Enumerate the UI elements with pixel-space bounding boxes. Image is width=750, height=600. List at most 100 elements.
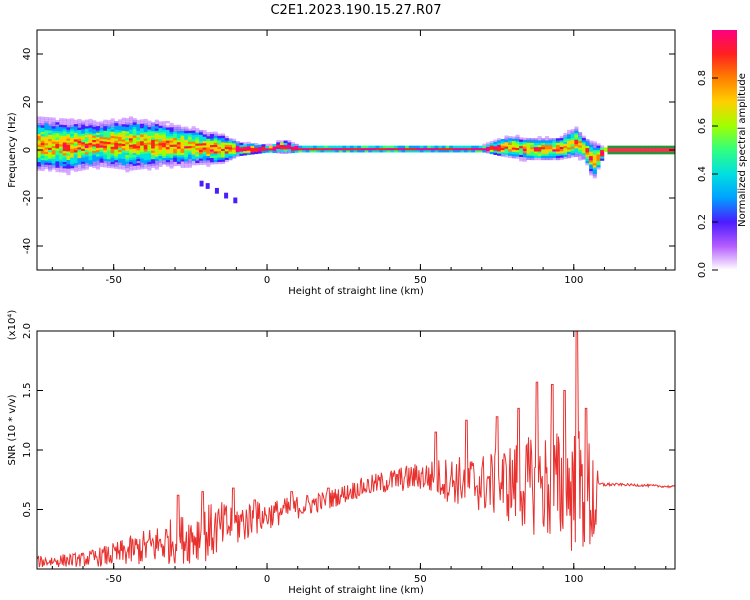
heatmap-cell: [173, 144, 178, 147]
heatmap-cell: [567, 144, 572, 148]
heatmap-cell: [77, 127, 82, 131]
heatmap-cell: [232, 151, 237, 155]
heatmap-cell: [92, 135, 97, 138]
heatmap-cell: [48, 134, 53, 138]
heatmap-cell: [287, 148, 292, 152]
heatmap-cell: [408, 150, 413, 153]
heatmap-cell: [151, 154, 156, 158]
heatmap-cell: [158, 147, 163, 150]
heatmap-cell: [70, 131, 75, 134]
heatmap-cell: [246, 143, 251, 147]
heatmap-cell: [88, 136, 93, 139]
heatmap-cell: [279, 149, 285, 152]
heatmap-cell: [555, 153, 561, 156]
heatmap-cell: [368, 145, 373, 149]
heatmap-cell: [143, 155, 148, 159]
heatmap-cell: [589, 144, 594, 148]
heatmap-cell: [140, 121, 145, 124]
heatmap-cell: [140, 132, 145, 135]
heatmap-cell: [162, 136, 167, 139]
heatmap-cell: [114, 149, 119, 152]
heatmap-cell: [136, 137, 141, 140]
heatmap-cell: [66, 148, 71, 152]
heatmap-cell: [147, 150, 152, 154]
heatmap-cell: [40, 146, 45, 150]
heatmap-cell: [158, 142, 163, 146]
heatmap-cell: [544, 136, 550, 139]
heatmap-cell: [596, 162, 601, 166]
heatmap-cell: [563, 152, 568, 155]
heatmap-cell: [132, 167, 137, 171]
heatmap-cell: [180, 148, 185, 151]
heatmap-cell: [77, 140, 82, 144]
heatmap-cell: [81, 139, 86, 143]
heatmap-cell: [51, 143, 56, 146]
heatmap-cell: [176, 131, 181, 134]
heatmap-cell: [478, 150, 483, 153]
heatmap-cell: [511, 142, 516, 146]
heatmap-cell: [228, 144, 233, 148]
heatmap-cell: [106, 124, 112, 127]
heatmap-cell: [173, 133, 178, 136]
heatmap-cell: [106, 154, 112, 158]
colorbar-gradient: [712, 30, 737, 270]
heatmap-cell: [66, 168, 71, 171]
heatmap-cell: [143, 118, 148, 122]
heatmap-cell: [132, 137, 137, 140]
heatmap-cell: [92, 144, 97, 147]
heatmap-cell: [224, 142, 229, 145]
heatmap-cell: [132, 154, 137, 158]
heatmap-cell: [84, 152, 89, 155]
heatmap-cell: [99, 147, 104, 150]
heatmap-cell: [37, 129, 42, 132]
heatmap-cell: [589, 164, 594, 167]
heatmap-cell: [132, 126, 137, 130]
heatmap-cell: [559, 146, 564, 150]
heatmap-cell: [103, 165, 108, 168]
heatmap-cell: [132, 152, 137, 156]
heatmap-cell: [217, 133, 222, 137]
heatmap-cell: [202, 151, 207, 155]
heatmap-cell: [515, 154, 520, 157]
heatmap-cell: [456, 147, 461, 151]
heatmap-cell: [567, 136, 572, 139]
heatmap-cell: [191, 149, 196, 153]
heatmap-cell: [471, 150, 476, 153]
heatmap-cell: [132, 139, 137, 143]
heatmap-cell: [84, 130, 89, 133]
heatmap-cell: [158, 132, 163, 135]
heatmap-cell: [198, 136, 204, 140]
heatmap-cell: [176, 163, 181, 167]
heatmap-cell: [309, 150, 314, 153]
heatmap-cell: [158, 153, 163, 157]
heatmap-cell: [70, 165, 75, 169]
heatmap-cell: [184, 152, 189, 155]
heatmap-cell: [88, 133, 93, 137]
heatmap-cell: [37, 159, 42, 163]
heatmap-cell: [129, 153, 134, 156]
heatmap-cell: [37, 131, 42, 134]
heatmap-cell: [581, 157, 586, 160]
heatmap-cell: [136, 119, 141, 123]
heatmap-cell: [48, 166, 53, 170]
heatmap-cell: [504, 148, 509, 151]
heatmap-cell: [191, 136, 196, 140]
heatmap-cell: [541, 140, 546, 143]
heatmap-cell: [84, 126, 89, 129]
heatmap-cell: [136, 124, 141, 127]
heatmap-cell: [184, 130, 189, 134]
heatmap-cell: [158, 121, 163, 124]
heatmap-cell: [121, 124, 126, 127]
heatmap-cell: [84, 134, 89, 138]
heatmap-cell: [147, 152, 152, 156]
heatmap-cell: [254, 151, 259, 155]
heatmap-cell: [552, 157, 557, 161]
heatmap-cell: [625, 147, 631, 153]
heatmap-cell: [40, 164, 45, 167]
heatmap-cell: [129, 161, 134, 165]
heatmap-cell: [416, 150, 421, 153]
heatmap-cell: [217, 153, 222, 156]
heatmap-cell: [589, 172, 594, 176]
heatmap-cell: [77, 155, 82, 159]
heatmap-cell: [195, 162, 200, 166]
